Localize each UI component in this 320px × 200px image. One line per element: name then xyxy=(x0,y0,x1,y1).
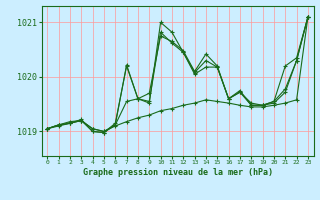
X-axis label: Graphe pression niveau de la mer (hPa): Graphe pression niveau de la mer (hPa) xyxy=(83,168,273,177)
